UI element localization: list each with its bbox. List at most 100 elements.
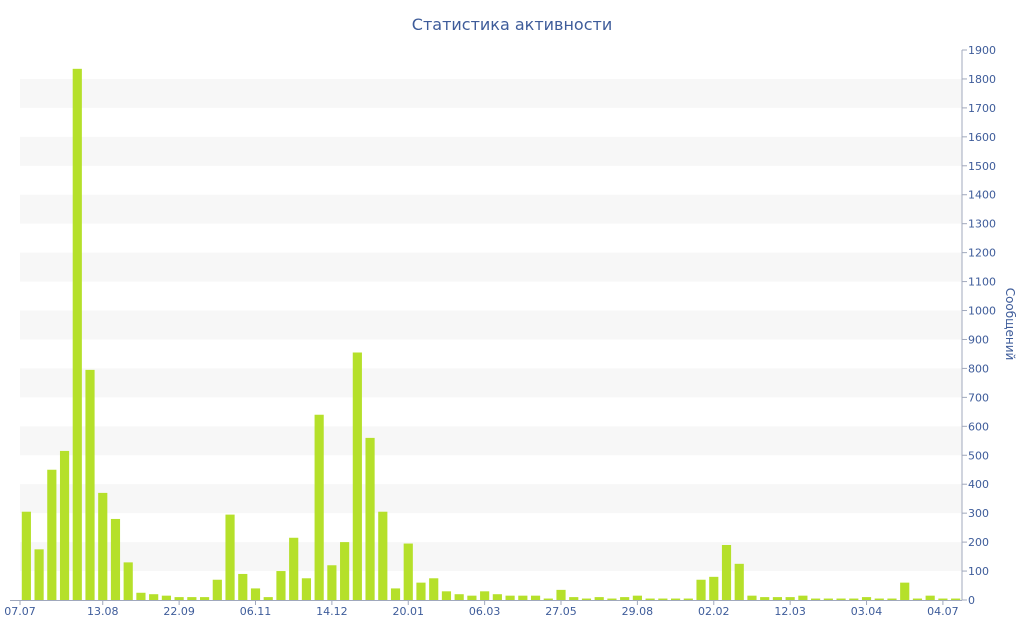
y-tick-label: 1500 [968, 160, 996, 173]
grid-band [20, 252, 962, 282]
bar [174, 597, 184, 600]
bar [569, 597, 579, 600]
bar [72, 68, 82, 600]
bar [645, 598, 655, 600]
bar [390, 588, 401, 600]
bar [123, 562, 133, 600]
y-tick-label: 600 [968, 420, 989, 433]
bar [607, 598, 617, 600]
bar [556, 589, 566, 600]
y-tick-label: 700 [968, 391, 989, 404]
bar [696, 579, 706, 600]
y-axis: 0 100 200 300 400 500 600 700 800 900 1000 1100 1200… [961, 44, 996, 607]
bar [301, 578, 312, 600]
bar [734, 563, 744, 600]
bar [658, 598, 668, 600]
bar [110, 518, 121, 600]
bar [887, 598, 897, 600]
bar [632, 595, 642, 600]
grid-band [20, 136, 962, 166]
bar [21, 511, 31, 600]
bar [47, 469, 57, 600]
x-tick-label: 14.12 [316, 605, 348, 618]
bar [505, 595, 515, 600]
x-tick-label: 13.08 [87, 605, 119, 618]
x-tick-label: 12.03 [774, 605, 806, 618]
bar [200, 597, 210, 600]
x-tick-label: 07.07 [4, 605, 36, 618]
grid-bands [20, 78, 962, 572]
bar [59, 450, 70, 600]
y-tick-label: 0 [968, 594, 975, 607]
y-tick-label: 1600 [968, 131, 996, 144]
x-tick-label: 20.01 [393, 605, 425, 618]
grid-band [20, 368, 962, 398]
bar [212, 579, 222, 600]
bar [340, 542, 350, 600]
bar [225, 514, 235, 600]
bar [951, 598, 961, 600]
bar [836, 598, 846, 600]
y-tick-label: 900 [968, 333, 989, 346]
y-tick-label: 800 [968, 362, 989, 375]
y-tick-label: 1300 [968, 218, 996, 231]
bar [530, 595, 541, 600]
chart-title: Статистика активности [411, 15, 613, 34]
bar [352, 352, 362, 600]
bar [34, 549, 44, 600]
bar [861, 597, 872, 600]
bar [912, 598, 923, 600]
x-tick-label: 06.11 [240, 605, 272, 618]
x-tick-label: 02.02 [698, 605, 730, 618]
bar [811, 598, 821, 600]
y-tick-label: 1100 [968, 276, 996, 289]
bar [747, 595, 757, 600]
bar [721, 545, 732, 600]
bar [938, 598, 948, 600]
grid-band [20, 426, 962, 456]
bar [849, 598, 859, 600]
x-tick-label: 04.07 [927, 605, 959, 618]
bar [518, 595, 528, 600]
grid-band [20, 542, 962, 572]
x-tick-label: 22.09 [163, 605, 195, 618]
x-tick-label: 06.03 [469, 605, 501, 618]
x-tick-label: 27.05 [545, 605, 577, 618]
y-tick-label: 1800 [968, 73, 996, 86]
y-tick-label: 1200 [968, 247, 996, 260]
bar [441, 591, 452, 600]
bar [289, 537, 299, 600]
x-tick-label: 03.04 [851, 605, 883, 618]
bar [454, 594, 464, 600]
bar [276, 571, 286, 600]
bars [21, 68, 961, 600]
y-tick-label: 1700 [968, 102, 996, 115]
bar [365, 437, 375, 600]
grid-band [20, 194, 962, 224]
y-tick-label: 200 [968, 536, 989, 549]
bar [403, 543, 413, 600]
bar [327, 565, 337, 600]
bar [760, 597, 770, 600]
bar [238, 573, 248, 600]
bar [581, 598, 592, 600]
bar [161, 595, 171, 600]
bar [683, 598, 693, 600]
bar [492, 594, 502, 600]
bar [543, 598, 553, 600]
bar [250, 588, 261, 600]
y-axis-label: Сообщений [1003, 288, 1017, 361]
bar [136, 592, 146, 600]
x-tick-label: 29.08 [622, 605, 654, 618]
grid-band [20, 484, 962, 514]
bar [187, 597, 197, 600]
y-tick-label: 500 [968, 449, 989, 462]
y-tick-label: 300 [968, 507, 989, 520]
bar [480, 591, 490, 600]
y-tick-label: 400 [968, 478, 989, 491]
bar [620, 597, 630, 600]
grid-band [20, 310, 962, 340]
bar [671, 598, 681, 600]
bar [798, 595, 808, 600]
